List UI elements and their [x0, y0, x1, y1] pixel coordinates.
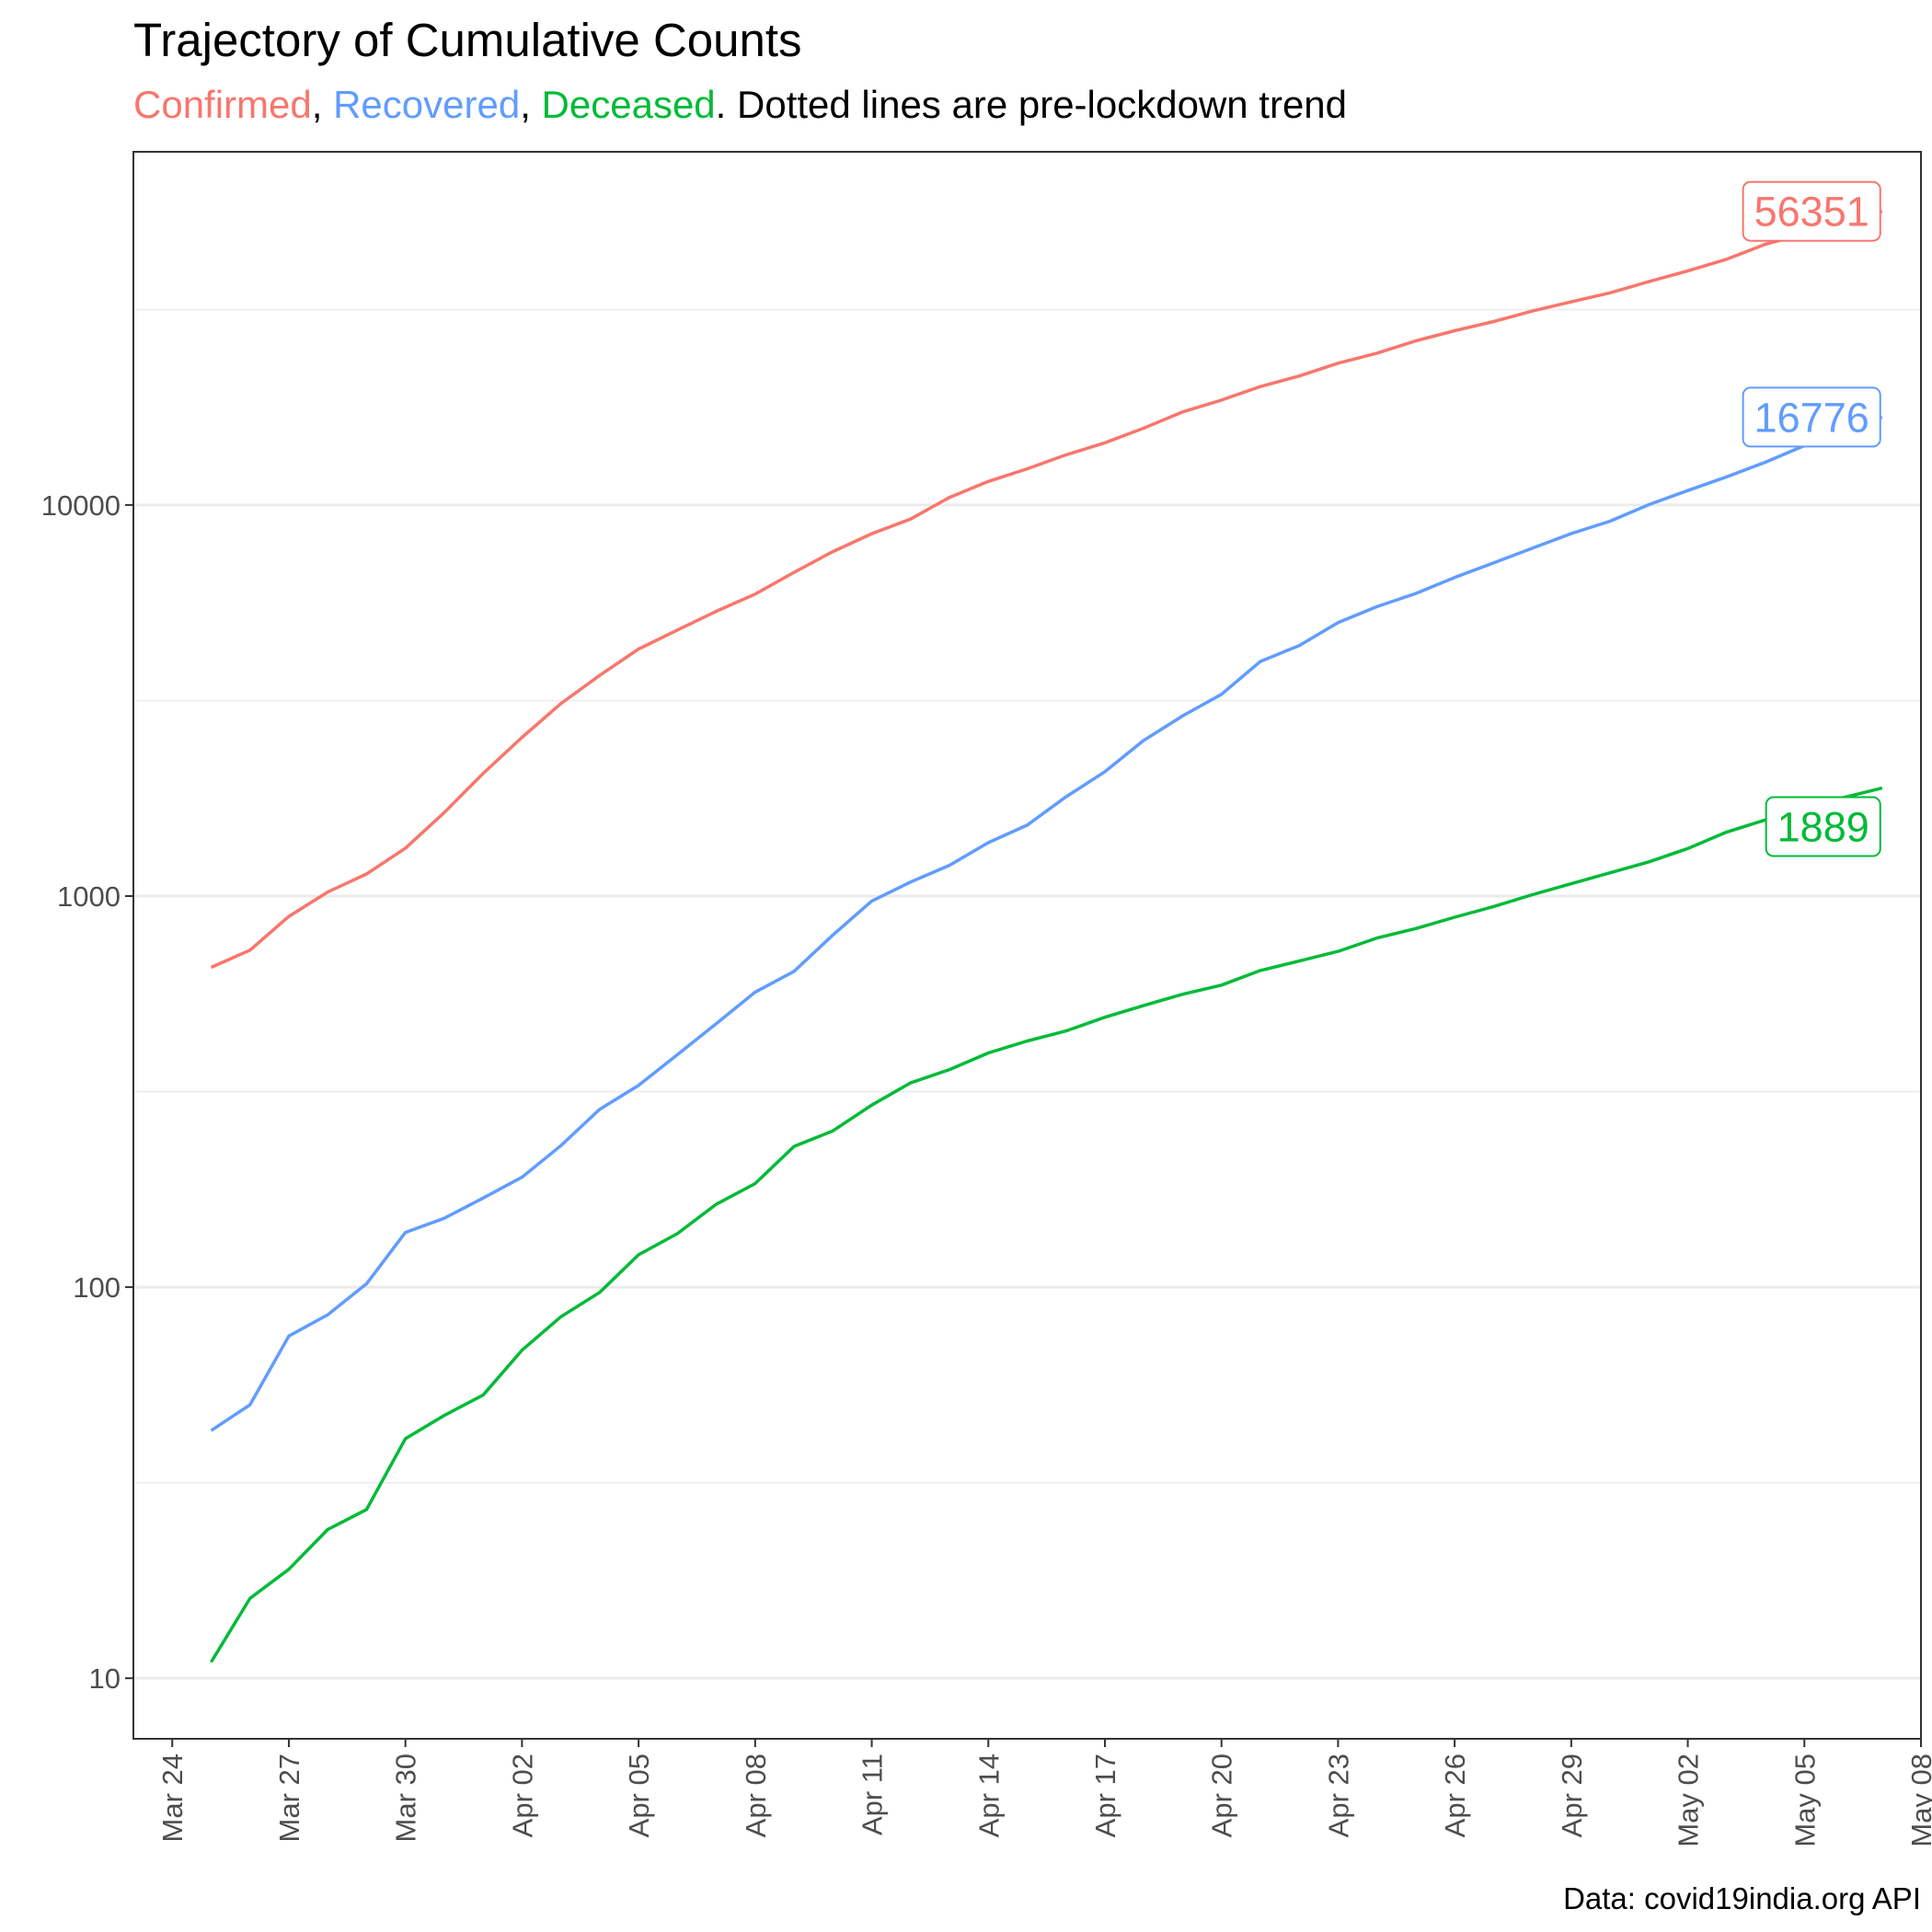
end-label-text: 56351	[1754, 189, 1869, 236]
y-tick-label: 100	[73, 1271, 121, 1304]
subtitle-confirmed: Confirmed	[133, 83, 312, 126]
chart-title: Trajectory of Cumulative Counts	[133, 14, 802, 66]
x-tick-label: Mar 27	[273, 1754, 305, 1842]
subtitle-deceased: Deceased	[541, 83, 716, 126]
end-label-confirmed: 56351	[1742, 180, 1881, 242]
x-tick-label: May 05	[1788, 1754, 1821, 1847]
gridlines	[133, 308, 1921, 1680]
y-tick-label: 10	[89, 1662, 121, 1695]
chart-caption: Data: covid19india.org API	[1563, 1881, 1921, 1915]
x-tick-label: Apr 05	[623, 1754, 655, 1837]
axes: 10 100 1000 10000 Mar 24 Mar 27 Mar 30 Apr 02 Ap…	[41, 489, 1932, 1847]
x-tick-label: Mar 24	[156, 1754, 189, 1842]
x-tick-label: Apr 20	[1206, 1754, 1238, 1837]
x-tick-label: Apr 17	[1089, 1754, 1121, 1837]
end-label-box	[1742, 180, 1881, 242]
x-tick-label: Apr 08	[740, 1754, 772, 1837]
series-line-recovered	[210, 415, 1883, 1432]
x-tick-label: May 02	[1673, 1754, 1705, 1847]
subtitle-note: . Dotted lines are pre-lockdown trend	[715, 83, 1348, 126]
end-label-text: 16776	[1754, 394, 1869, 441]
x-tick-label: Apr 11	[857, 1754, 889, 1835]
x-tick-label: Mar 30	[390, 1754, 422, 1842]
subtitle-sep-1: ,	[311, 83, 334, 126]
end-label-deceased: 1889	[1765, 796, 1881, 857]
x-tick-label: Apr 02	[506, 1754, 538, 1837]
x-tick-label: May 08	[1905, 1754, 1932, 1847]
end-label-box	[1765, 796, 1881, 857]
end-label-box	[1742, 386, 1881, 448]
subtitle-sep-2: ,	[520, 83, 542, 126]
end-label-recovered: 16776	[1742, 386, 1881, 448]
x-tick-label: Apr 14	[972, 1754, 1005, 1837]
x-tick-label: Apr 23	[1322, 1754, 1354, 1837]
x-tick-label: Apr 29	[1556, 1754, 1588, 1837]
end-label-text: 1889	[1777, 804, 1869, 851]
y-tick-label: 1000	[57, 880, 121, 913]
series-lines	[210, 210, 1883, 1663]
series-line-confirmed	[210, 210, 1883, 970]
chart-subtitle: Confirmed, Recovered, Deceased. Dotted l…	[133, 83, 1347, 127]
subtitle-recovered: Recovered	[333, 83, 521, 126]
series-line-deceased	[210, 786, 1883, 1663]
end-labels: 56351 16776 1889	[1742, 180, 1881, 857]
y-tick-label: 10000	[41, 489, 121, 522]
plot-panel-border	[132, 151, 1922, 1740]
x-tick-label: Apr 26	[1439, 1754, 1471, 1837]
